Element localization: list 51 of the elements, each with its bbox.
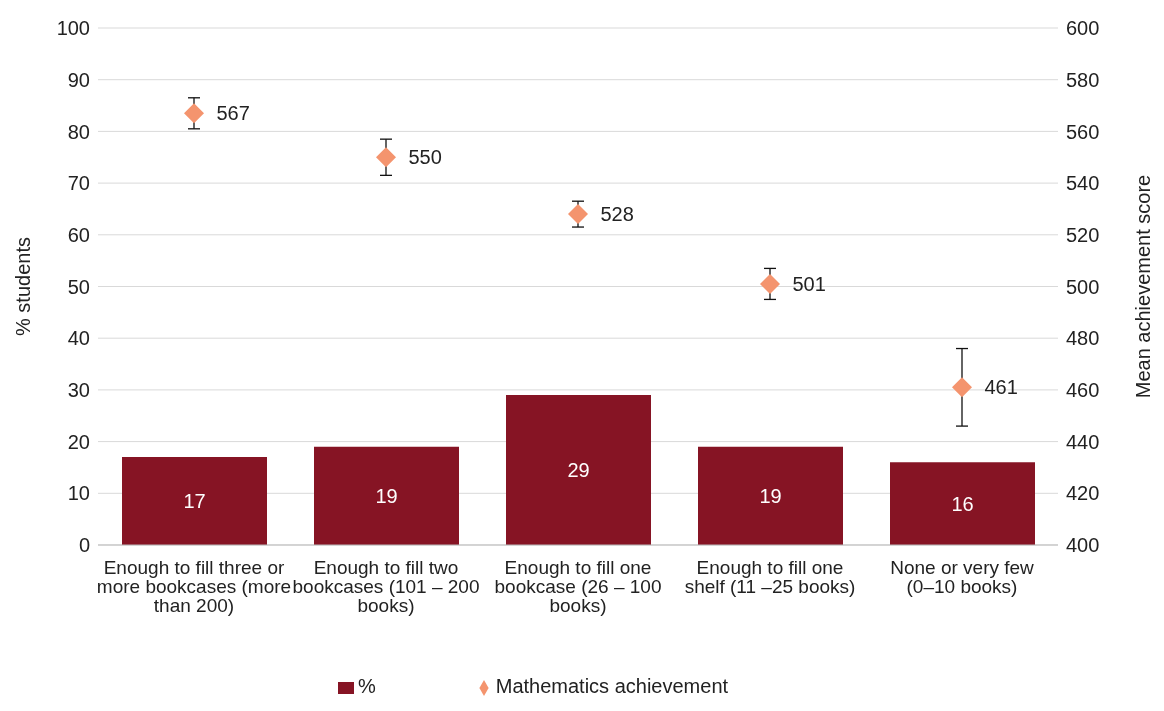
y-tick-label: 90 [67,68,90,91]
y-tick-label: 20 [67,430,90,453]
bar [506,395,651,545]
bar [314,446,459,545]
y2-tick-label: 560 [1066,120,1100,143]
y-tick-label: 30 [67,379,90,401]
y-axis-title: % students [12,237,35,336]
data-label: 461 [984,376,1018,399]
y2-tick-label: 460 [1066,379,1100,401]
y-tick-label: 100 [56,17,90,40]
bar [698,446,843,545]
y2-tick-label: 400 [1066,534,1100,557]
x-tick-label: Enough to fill one bookcase (26 – 100 books) [494,557,662,617]
point [376,147,396,168]
x-tick-label: Enough to fill three or more bookcases (more than 200) [96,557,292,617]
x-tick-label: None or very few (0–10 books) [890,557,1035,598]
legend-label: % [357,675,376,697]
y2-tick-label: 500 [1066,275,1100,298]
y-tick-label: 10 [67,482,90,505]
y2-axis-title: Mean achievement score [1132,174,1155,399]
data-label: 29 [567,459,590,482]
data-label: 16 [951,492,974,515]
y2-tick-label: 580 [1066,68,1100,91]
y2-tick-label: 540 [1066,172,1100,195]
y-tick-label: 80 [67,120,90,143]
point [760,273,780,294]
y-tick-label: 60 [67,223,90,246]
y-tick-label: 70 [67,172,90,195]
y2-tick-label: 600 [1066,17,1100,40]
y2-tick-label: 480 [1066,327,1100,350]
point [952,377,972,398]
legend-label: Mathematics achievement [495,675,729,697]
data-label: 550 [408,146,442,169]
y2-tick-label: 520 [1066,223,1100,246]
data-label: 501 [792,273,826,296]
x-tick-label: Enough to fill two bookcases (101 – 200 books) [292,557,480,617]
y-tick-label: 50 [67,275,90,298]
data-label: 19 [759,484,782,507]
data-label: 19 [375,484,398,507]
point [568,204,588,225]
y-tick-label: 0 [78,534,90,557]
data-label: 17 [183,490,206,513]
y2-tick-label: 440 [1066,430,1100,453]
y-tick-label: 40 [67,327,90,350]
data-label: 567 [216,102,250,125]
x-tick-label: Enough to fill one shelf (11 –25 books) [684,557,856,598]
data-label: 528 [600,203,634,226]
bar [890,462,1035,545]
bar [122,457,267,545]
point [184,103,204,124]
y2-tick-label: 420 [1066,482,1100,505]
